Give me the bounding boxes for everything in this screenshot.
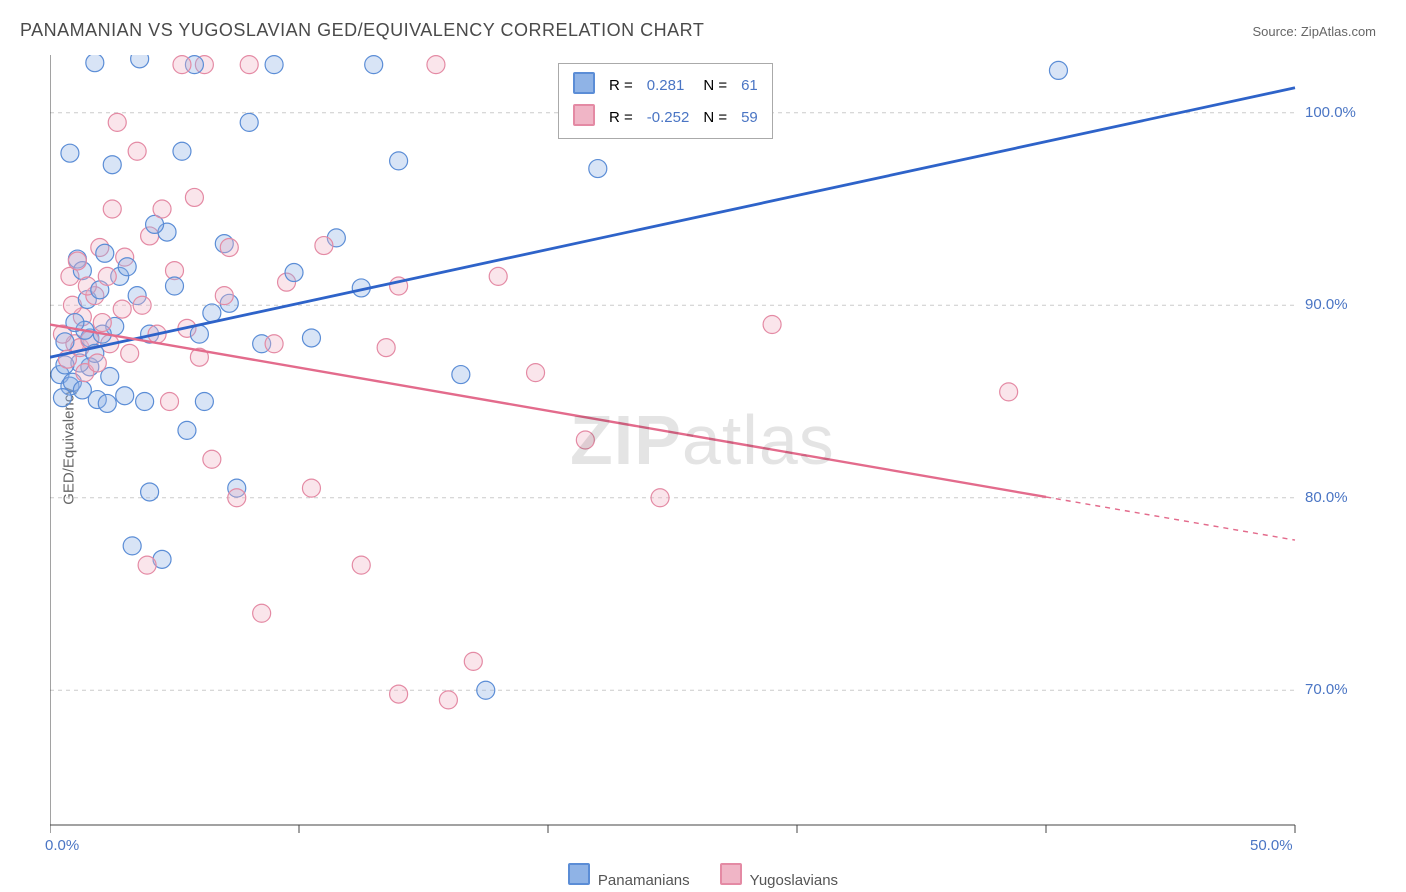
legend-item-yugoslavian: Yugoslavians	[720, 863, 838, 889]
y-tick-label: 90.0%	[1305, 296, 1348, 313]
correlation-stats-box: R = 0.281 N = 61 R = -0.252 N = 59	[558, 63, 773, 139]
y-tick-label: 70.0%	[1305, 681, 1348, 698]
scatter-chart	[50, 55, 1355, 855]
bottom-legend: Panamanians Yugoslavians	[0, 863, 1406, 889]
legend-swatch-panamanian	[568, 863, 590, 885]
swatch-yugoslavian	[573, 104, 595, 126]
chart-title: PANAMANIAN VS YUGOSLAVIAN GED/EQUIVALENC…	[20, 20, 704, 41]
stat-row-panamanian: R = 0.281 N = 61	[567, 70, 764, 100]
stat-row-yugoslavian: R = -0.252 N = 59	[567, 102, 764, 132]
chart-area: ZIPatlas R = 0.281 N = 61 R = -0.252 N =…	[50, 55, 1390, 845]
legend-swatch-yugoslavian	[720, 863, 742, 885]
y-tick-label: 80.0%	[1305, 489, 1348, 506]
x-tick-label: 50.0%	[1250, 837, 1293, 854]
legend-item-panamanian: Panamanians	[568, 863, 690, 889]
x-tick-label: 0.0%	[45, 837, 79, 854]
y-tick-label: 100.0%	[1305, 104, 1356, 121]
swatch-panamanian	[573, 72, 595, 94]
source-label: Source: ZipAtlas.com	[1252, 24, 1376, 39]
